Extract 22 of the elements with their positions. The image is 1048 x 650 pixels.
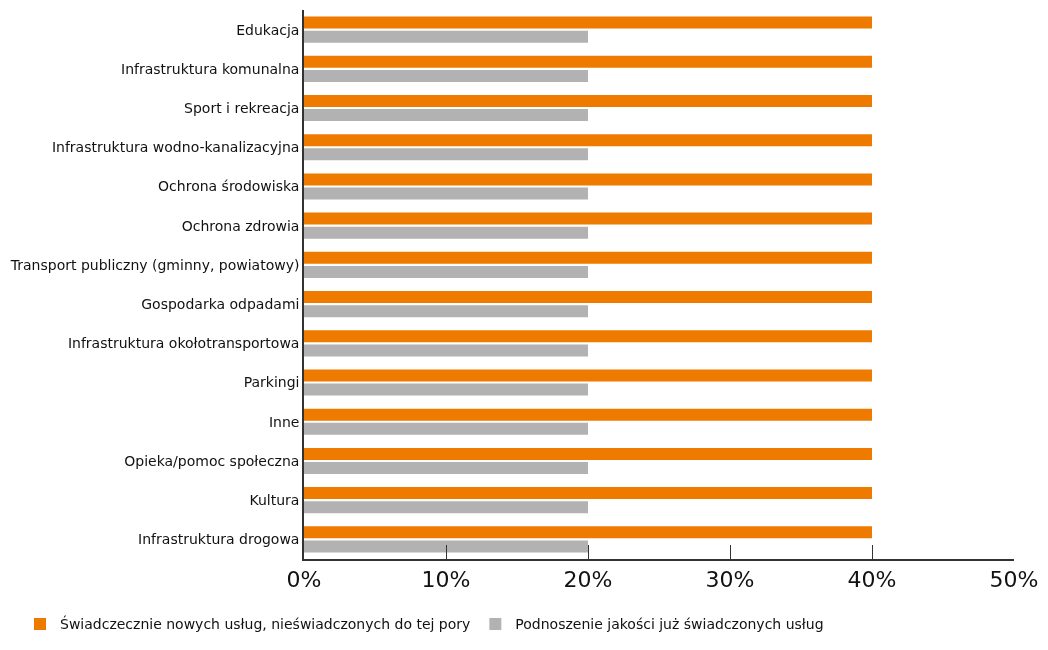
legend-label: Świadczecznie nowych usług, nieświadczonych do tej pory [60,615,471,633]
y-tick-label: Ochrona środowiska [158,178,300,195]
y-tick-label: Gospodarka odpadami [141,296,300,313]
y-tick-label: Kultura [249,492,300,509]
y-tick-label: Infrastruktura komunalna [121,60,300,77]
y-tick-label: Infrastruktura wodno-kanalizacyjna [51,139,300,156]
x-tick-label: 0% [286,567,322,593]
y-tick-label: Transport publiczny (gminny, powiatowy) [9,256,300,273]
x-tick-label: 10% [421,567,471,593]
y-tick-label: Infrastruktura drogowa [138,531,300,548]
x-tick-label: 40% [847,567,897,593]
legend-label: Podnoszenie jakości już świadczonych usług [515,616,824,633]
x-tick-label: 50% [989,567,1039,593]
y-tick-label: Edukacja [236,21,300,38]
y-tick-label: Sport i rekreacja [184,99,300,116]
y-tick-label: Ochrona zdrowia [181,217,300,234]
y-tick-label: Opieka/pomoc społeczna [124,452,300,469]
x-tick-label: 20% [563,567,613,593]
y-tick-label: Infrastruktura okołotransportowa [67,335,300,352]
y-tick-label: Parkingi [243,374,300,391]
y-tick-label: Inne [268,413,300,430]
x-tick-label: 30% [705,567,755,593]
